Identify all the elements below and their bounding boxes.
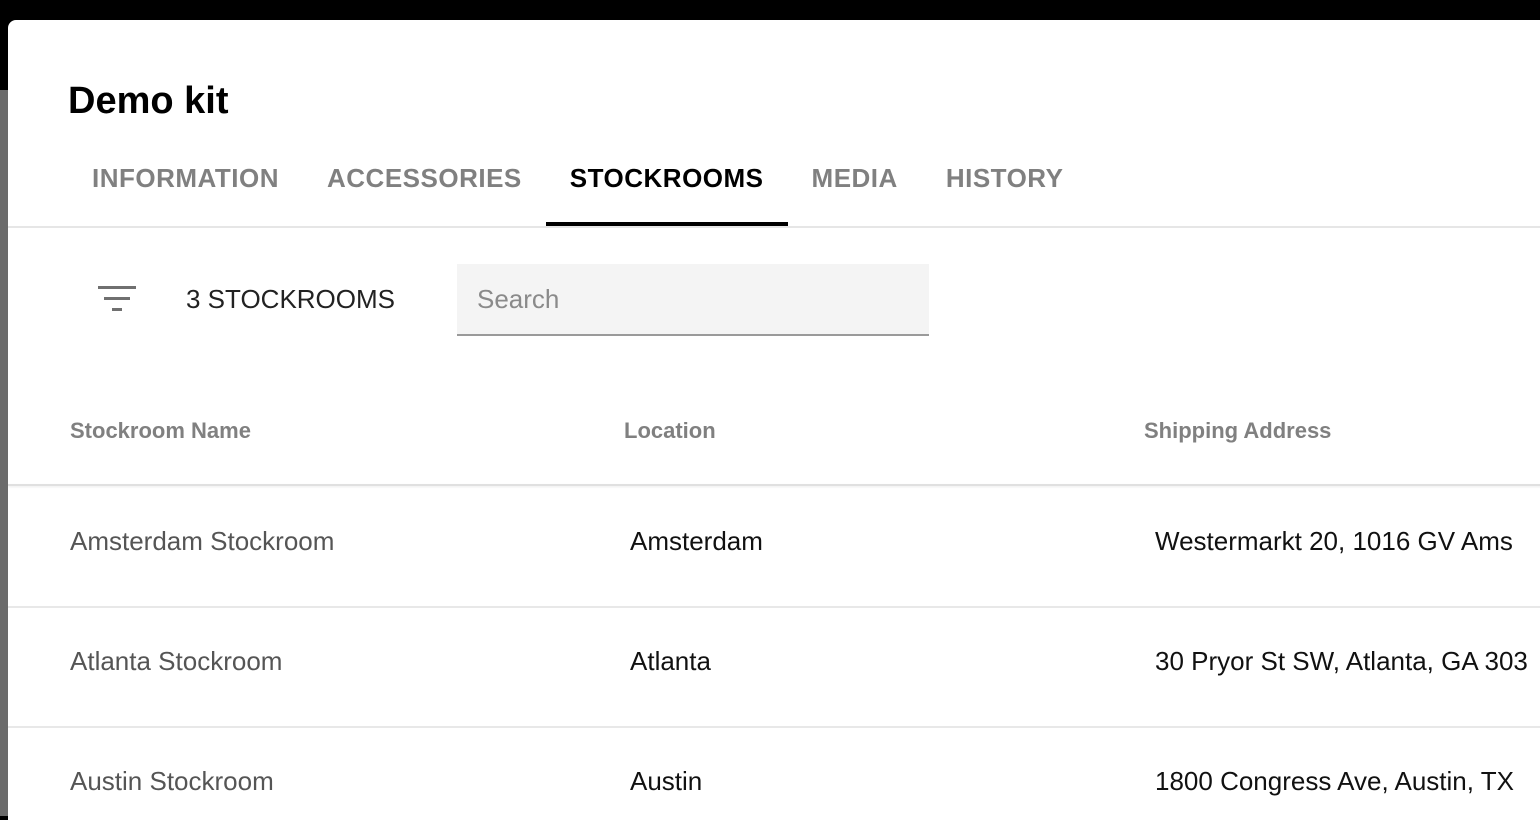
stockroom-address: 1800 Congress Ave, Austin, TX [1155,766,1514,796]
tab-information[interactable]: INFORMATION [92,163,279,193]
column-header-location[interactable]: Location [624,418,716,443]
tabs-divider [8,226,1540,228]
stockroom-name: Austin Stockroom [70,766,274,796]
table-row[interactable]: Atlanta Stockroom Atlanta 30 Pryor St SW… [8,606,1540,728]
filter-list-icon[interactable] [98,286,136,314]
table-row[interactable]: Austin Stockroom Austin 1800 Congress Av… [8,726,1540,820]
stockroom-address: Westermarkt 20, 1016 GV Ams [1155,526,1513,556]
tab-stockrooms[interactable]: STOCKROOMS [545,152,788,226]
tab-history[interactable]: HISTORY [945,163,1064,193]
header-divider [8,484,1540,486]
stockroom-location: Austin [630,766,703,796]
stockroom-address: 30 Pryor St SW, Atlanta, GA 303 [1155,646,1528,676]
tab-accessories[interactable]: ACCESSORIES [327,163,522,193]
backdrop [0,90,8,816]
stockroom-name: Atlanta Stockroom [70,646,283,676]
column-header-stockroom-name[interactable]: Stockroom Name [70,418,251,443]
stockroom-name: Amsterdam Stockroom [70,526,335,556]
stockroom-count: 3 STOCKROOMS [186,284,396,314]
stockroom-location: Amsterdam [630,526,763,556]
tab-media[interactable]: MEDIA [811,163,898,193]
search-input[interactable] [457,264,929,336]
dialog-title: Demo kit [68,80,229,122]
tab-bar: INFORMATION ACCESSORIES STOCKROOMS MEDIA… [68,152,1087,226]
stockroom-location: Atlanta [630,646,711,676]
stockroom-dialog: Demo kit INFORMATION ACCESSORIES STOCKRO… [8,20,1540,820]
column-header-shipping-address[interactable]: Shipping Address [1144,418,1332,443]
table-row[interactable]: Amsterdam Stockroom Amsterdam Westermark… [8,486,1540,608]
